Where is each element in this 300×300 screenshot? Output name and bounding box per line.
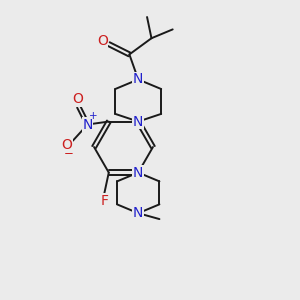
Text: O: O (61, 138, 72, 152)
Text: N: N (133, 73, 143, 86)
Text: F: F (100, 194, 108, 208)
Text: +: + (88, 111, 97, 121)
Text: N: N (133, 115, 143, 129)
Text: −: − (64, 147, 74, 160)
Text: N: N (82, 118, 93, 131)
Text: N: N (133, 206, 143, 220)
Text: N: N (133, 166, 143, 180)
Text: O: O (72, 92, 83, 106)
Text: O: O (97, 34, 108, 48)
